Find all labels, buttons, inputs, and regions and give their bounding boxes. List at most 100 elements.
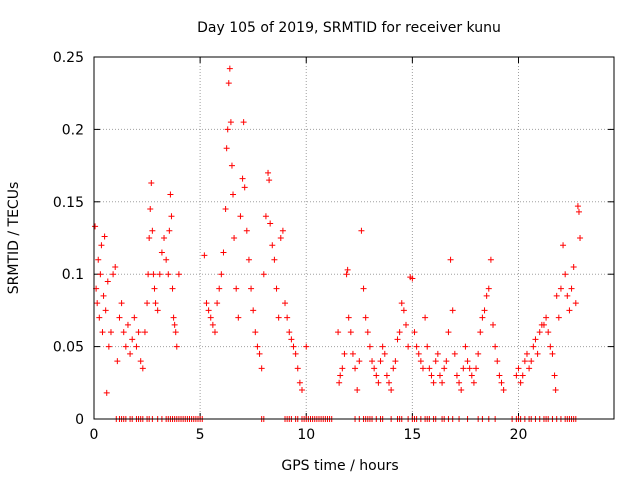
data-point (169, 285, 176, 292)
data-point (400, 307, 407, 314)
data-point (92, 223, 99, 230)
data-point (415, 350, 422, 357)
data-point (120, 329, 127, 336)
data-point (262, 213, 269, 220)
data-point (552, 387, 559, 394)
data-point (377, 358, 384, 365)
y-tick-label: 0.15 (53, 195, 84, 211)
data-point (116, 314, 123, 321)
data-point (222, 206, 229, 213)
data-point (131, 314, 138, 321)
data-point (394, 336, 401, 343)
data-point (373, 372, 380, 379)
data-point (534, 350, 541, 357)
data-point (487, 256, 494, 263)
data-point (405, 343, 412, 350)
data-point (95, 256, 102, 263)
data-point (485, 285, 492, 292)
data-point (479, 314, 486, 321)
data-point (536, 329, 543, 336)
data-point (216, 285, 223, 292)
data-point (112, 263, 119, 270)
data-point (146, 235, 153, 241)
data-point (430, 379, 437, 386)
data-point (265, 169, 272, 176)
data-point (173, 343, 180, 350)
data-point (347, 329, 354, 336)
data-point (392, 358, 399, 365)
data-point (341, 350, 348, 357)
data-point (223, 145, 230, 152)
data-point (555, 314, 562, 321)
data-point (105, 343, 112, 350)
data-point (513, 372, 520, 379)
plot-frame (93, 56, 615, 420)
data-point (303, 343, 310, 350)
data-point (137, 358, 144, 365)
data-point (473, 365, 480, 372)
data-point (553, 292, 560, 299)
data-point (436, 372, 443, 379)
data-point (496, 372, 503, 379)
data-point (517, 379, 524, 386)
data-point (543, 314, 550, 321)
data-point (102, 307, 109, 314)
data-point (94, 300, 101, 307)
data-point (154, 307, 161, 314)
data-point (547, 343, 554, 350)
data-point (96, 314, 103, 321)
x-tick-label: 20 (510, 427, 528, 443)
axis-ticks: 0 5 10 15 20 0 0.05 0.1 0.15 0.2 0.25 (53, 50, 614, 443)
data-point (528, 358, 535, 365)
data-point (277, 235, 284, 241)
data-point (494, 358, 501, 365)
data-point (445, 329, 452, 336)
data-point (566, 307, 573, 314)
data-point (256, 350, 263, 357)
data-point (141, 329, 148, 336)
x-tick-label: 10 (297, 427, 315, 443)
data-point (258, 365, 265, 372)
x-tick-label: 5 (196, 427, 205, 443)
data-point (568, 285, 575, 292)
data-point (398, 300, 405, 307)
data-point (356, 358, 363, 365)
data-point (549, 350, 556, 357)
data-point (409, 275, 416, 282)
data-point (483, 292, 490, 299)
data-point (419, 365, 426, 372)
data-point (466, 365, 473, 372)
data-point (403, 321, 409, 328)
data-point (203, 300, 210, 307)
data-point (168, 213, 175, 220)
data-point (201, 252, 208, 259)
data-point (386, 379, 393, 386)
data-point (381, 350, 388, 357)
data-point (519, 372, 526, 379)
data-point (294, 365, 301, 372)
data-point (417, 358, 424, 365)
data-point (172, 329, 179, 336)
data-point (166, 227, 173, 234)
data-point (383, 372, 390, 379)
data-point (369, 358, 376, 365)
data-point (286, 329, 293, 336)
data-point (560, 242, 567, 249)
y-tick-label: 0.2 (62, 122, 84, 138)
data-point (470, 379, 477, 386)
data-point (144, 300, 151, 307)
data-point (339, 365, 346, 372)
data-point (218, 271, 225, 278)
data-point (118, 300, 125, 307)
data-point (449, 307, 456, 314)
y-tick-label: 0 (75, 412, 84, 428)
data-point (269, 242, 276, 249)
data-point (220, 249, 227, 256)
data-point (167, 191, 174, 198)
data-point (530, 343, 537, 350)
data-point (296, 379, 303, 386)
y-tick-label: 0.05 (53, 340, 84, 356)
data-point (336, 379, 343, 386)
data-point (158, 249, 165, 256)
data-point (243, 227, 250, 234)
